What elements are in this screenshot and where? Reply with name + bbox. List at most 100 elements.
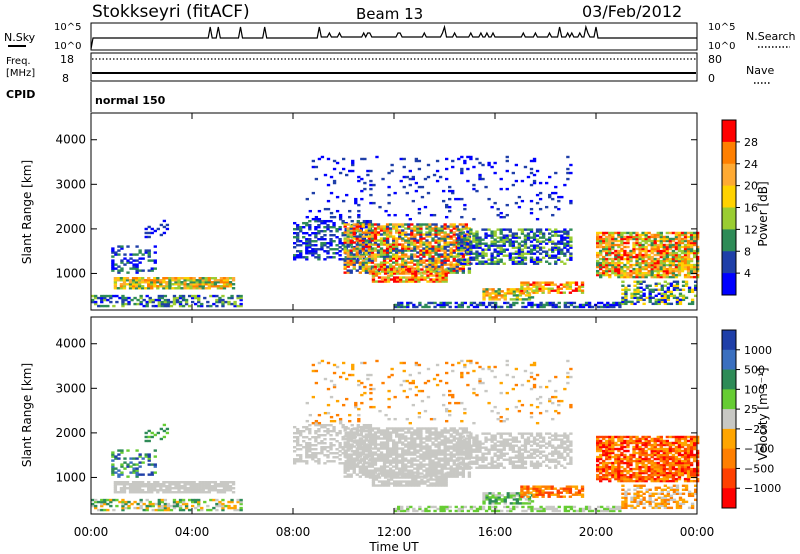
power-cell	[481, 303, 486, 307]
power-cell	[373, 249, 378, 252]
power-cell	[383, 280, 388, 283]
power-cell	[659, 253, 663, 257]
velocity-cell	[443, 429, 447, 432]
velocity-cell	[396, 474, 400, 477]
velocity-cell	[382, 433, 387, 436]
power-cell	[638, 271, 642, 275]
velocity-cell	[326, 454, 330, 457]
power-cell	[446, 263, 450, 266]
power-cell	[227, 300, 231, 304]
power-cell	[344, 256, 348, 259]
power-cell	[379, 241, 384, 244]
power-cell	[641, 247, 645, 251]
power-cell	[350, 246, 354, 249]
velocity-cell	[416, 443, 420, 446]
power-cell	[422, 233, 426, 236]
power-cell	[317, 225, 321, 229]
velocity-cell	[308, 427, 312, 431]
velocity-cell	[395, 435, 399, 438]
velocity-cell	[434, 435, 438, 438]
velocity-cell	[380, 484, 385, 487]
power-cell	[431, 265, 435, 268]
power-cell	[320, 221, 324, 225]
velocity-cell	[317, 460, 321, 463]
power-cell	[638, 241, 642, 245]
power-cell	[435, 274, 439, 277]
velocity-cell	[335, 433, 339, 437]
power-cell	[505, 240, 509, 243]
velocity-cell	[94, 500, 98, 504]
power-cell	[359, 221, 363, 225]
power-cell	[380, 276, 385, 279]
velocity-cell	[201, 481, 205, 484]
power-cell	[635, 269, 639, 273]
power-cell	[370, 249, 375, 252]
power-cell	[358, 235, 362, 238]
velocity-cell	[373, 451, 378, 454]
power-cell	[645, 284, 649, 288]
power-cell	[113, 285, 118, 288]
power-cell	[569, 258, 573, 261]
power-cell	[423, 278, 427, 281]
velocity-cell	[349, 447, 353, 450]
velocity-cell	[326, 427, 330, 431]
power-cell	[402, 185, 406, 189]
power-cell	[382, 259, 387, 262]
power-cell	[109, 294, 113, 298]
power-cell	[521, 305, 525, 309]
power-cell	[408, 280, 412, 283]
power-cell	[361, 247, 366, 250]
power-cell	[111, 251, 115, 254]
power-cell	[457, 305, 461, 309]
power-cell	[147, 277, 151, 280]
power-cell	[147, 253, 151, 256]
station-title: Stokkseyri (fitACF)	[92, 2, 250, 22]
power-cell	[153, 251, 157, 254]
power-cell	[364, 235, 369, 238]
power-cell	[349, 249, 353, 252]
velocity-cell	[382, 453, 387, 456]
velocity-cell	[329, 429, 333, 433]
velocity-cell	[338, 454, 342, 457]
power-cell	[672, 280, 677, 283]
power-cell	[532, 262, 537, 265]
power-cell	[466, 252, 470, 255]
power-cell	[422, 249, 426, 252]
power-cell	[668, 263, 673, 267]
power-cell	[535, 238, 540, 241]
velocity-cell	[358, 459, 362, 462]
power-cell	[689, 251, 694, 255]
velocity-cell	[373, 443, 378, 446]
power-cell	[530, 301, 534, 305]
power-cell	[614, 261, 618, 265]
velocity-cell	[467, 475, 472, 478]
power-cell	[444, 268, 448, 271]
velocity-cell	[116, 483, 121, 486]
power-cell	[111, 247, 115, 250]
velocity-cell	[180, 481, 184, 484]
power-cell	[554, 303, 558, 307]
power-cell	[428, 259, 432, 262]
power-cell	[650, 269, 654, 273]
power-cell	[617, 249, 621, 253]
power-cell	[614, 257, 618, 261]
power-cell	[620, 243, 624, 247]
power-cell	[538, 240, 543, 243]
power-cell	[218, 296, 222, 300]
power-cell	[135, 271, 139, 274]
power-cell	[326, 157, 331, 161]
power-cell	[360, 157, 364, 161]
power-cell	[123, 263, 127, 266]
power-cell	[520, 281, 524, 284]
power-cell	[644, 255, 648, 259]
power-cell	[454, 305, 458, 309]
power-cell	[371, 272, 376, 275]
power-cell	[496, 260, 500, 263]
power-cell	[600, 305, 604, 309]
velocity-cell	[343, 469, 347, 472]
power-cell	[147, 269, 151, 272]
power-cell	[408, 272, 412, 275]
velocity-cell	[216, 491, 221, 494]
power-cell	[514, 163, 519, 167]
power-cell	[506, 290, 510, 293]
